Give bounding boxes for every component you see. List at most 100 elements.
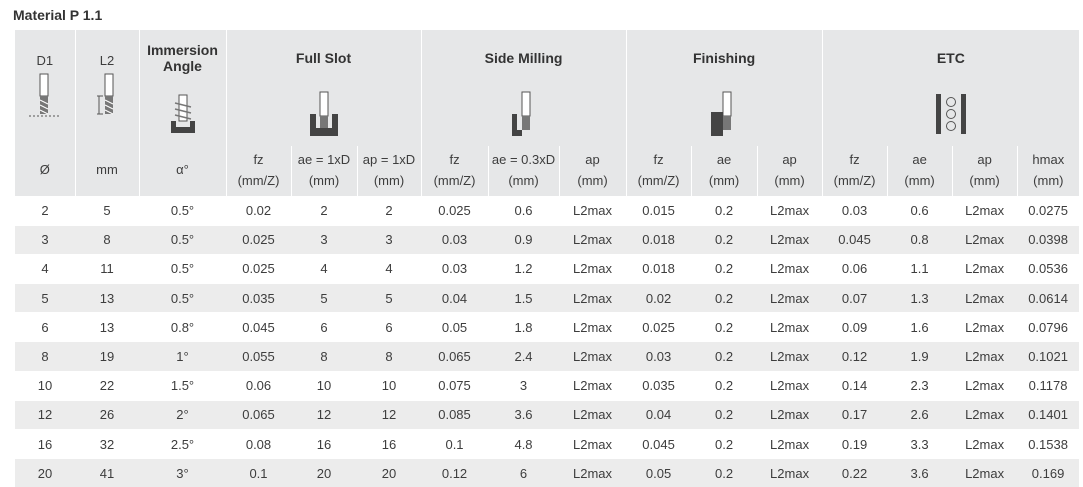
table-cell: 0.0796 <box>1017 312 1080 342</box>
table-row: 12 26 2° 0.065 12 12 0.085 3.6 L2max 0.04 0.2 L2max… <box>15 399 1080 430</box>
table-cell: 20 <box>291 458 357 487</box>
table-cell: 5 <box>75 195 139 226</box>
unit-header-cell: fz (mm/Z) <box>420 146 489 196</box>
table-cell: 0.055 <box>226 341 291 372</box>
finishing-header: Finishing <box>625 30 823 86</box>
unit-header-cell: ap (mm) <box>558 146 627 196</box>
table-cell: 0.2 <box>691 370 758 401</box>
d1-label: D1 <box>36 53 54 68</box>
unit-header-cell: fz (mm/Z) <box>821 146 888 196</box>
unit-header-cell: α° <box>138 146 226 196</box>
table-cell: 0.12 <box>822 341 888 372</box>
table-cell: 0.2 <box>691 253 758 284</box>
immersion-line-1: Immersion <box>147 42 218 58</box>
table-cell: 0.085 <box>421 399 489 430</box>
table-cell: 6 <box>488 458 560 487</box>
table-cell: L2max <box>559 370 627 401</box>
unit-header-text: fz <box>449 151 460 167</box>
table-cell: 0.12 <box>421 458 489 487</box>
table-cell: 0.05 <box>626 458 692 487</box>
table-cell: 26 <box>75 399 139 430</box>
unit-header-text: (mm) <box>969 172 1000 188</box>
table-cell: 0.06 <box>822 253 888 284</box>
l2-label: L2 <box>99 53 115 68</box>
unit-header-cell: mm <box>74 146 139 196</box>
table-cell: 1.2 <box>488 253 560 284</box>
table-cell: 0.2 <box>691 195 758 226</box>
table-cell: 0.5° <box>139 224 226 255</box>
unit-header-text: (mm) <box>708 172 740 188</box>
unit-header-cell: ap (mm) <box>951 146 1018 196</box>
table-cell: 2 <box>291 195 357 226</box>
unit-header-text: Ø <box>39 162 50 178</box>
table-cell: 0.1178 <box>1017 370 1080 401</box>
end-mill-l2-icon <box>97 73 114 115</box>
table-cell: 0.8 <box>887 224 953 255</box>
table-cell: 0.018 <box>626 253 692 284</box>
table-cell: L2max <box>952 253 1018 284</box>
table-cell: L2max <box>559 195 627 226</box>
table-cell: 5 <box>291 283 357 313</box>
table-cell: L2max <box>952 428 1018 459</box>
table-cell: L2max <box>559 224 627 255</box>
table-cell: L2max <box>757 399 823 430</box>
table-cell: 0.04 <box>626 399 692 430</box>
table-cell: 0.1 <box>421 428 489 459</box>
table-cell: 3° <box>139 458 226 487</box>
unit-header-text: ap <box>585 151 600 167</box>
table-cell: 0.5° <box>139 253 226 284</box>
side-milling-icon-cell <box>420 86 627 146</box>
table-cell: 12 <box>291 399 357 430</box>
table-row: 2 5 0.5° 0.02 2 2 0.025 0.6 L2max 0.015 0.2 L2max 0.… <box>15 195 1080 226</box>
unit-header-text: (mm/Z) <box>237 172 280 188</box>
table-cell: L2max <box>952 283 1018 313</box>
unit-header-text: ae = 1xD <box>297 151 351 167</box>
table-cell: 0.0536 <box>1017 253 1080 284</box>
table-row: 5 13 0.5° 0.035 5 5 0.04 1.5 L2max 0.02 0.2 L2max 0.… <box>15 283 1080 313</box>
table-cell: L2max <box>757 224 823 255</box>
table-cell: 13 <box>75 312 139 342</box>
table-row: 6 13 0.8° 0.045 6 6 0.05 1.8 L2max 0.025 0.2 L2max 0… <box>15 312 1080 342</box>
unit-header-text: (mm) <box>308 172 340 188</box>
table-cell: L2max <box>757 283 823 313</box>
table-cell: 0.02 <box>226 195 291 226</box>
table-cell: 8 <box>15 341 75 372</box>
table-cell: 0.14 <box>822 370 888 401</box>
cutting-data-table: D1 L2 Imme <box>15 30 1080 487</box>
table-cell: 4 <box>357 253 422 284</box>
table-cell: 2 <box>357 195 422 226</box>
table-cell: L2max <box>559 253 627 284</box>
table-cell: 2.5° <box>139 428 226 459</box>
table-cell: 16 <box>291 428 357 459</box>
l2-header: L2 <box>74 30 139 146</box>
table-cell: 0.5° <box>139 195 226 226</box>
finishing-icon-cell <box>625 86 823 146</box>
table-cell: 16 <box>15 428 75 459</box>
table-cell: L2max <box>952 370 1018 401</box>
side-milling-header: Side Milling <box>420 30 627 86</box>
table-row: 16 32 2.5° 0.08 16 16 0.1 4.8 L2max 0.045 0.2 L2max… <box>15 428 1080 459</box>
table-cell: L2max <box>559 341 627 372</box>
table-cell: L2max <box>757 458 823 487</box>
etc-header: ETC <box>821 30 1080 86</box>
unit-header-text: mm <box>96 162 118 178</box>
table-cell: 0.065 <box>421 341 489 372</box>
table-cell: 1.9 <box>887 341 953 372</box>
table-cell: 0.03 <box>626 341 692 372</box>
unit-header-text: hmax <box>1032 151 1065 167</box>
table-cell: L2max <box>952 399 1018 430</box>
table-cell: 6 <box>291 312 357 342</box>
unit-header-text: (mm/Z) <box>637 172 680 188</box>
table-cell: 0.03 <box>421 253 489 284</box>
table-cell: 11 <box>75 253 139 284</box>
full-slot-icon <box>309 91 338 136</box>
immersion-icon-cell <box>138 86 226 146</box>
unit-header-cell: hmax (mm) <box>1016 146 1080 196</box>
table-cell: 32 <box>75 428 139 459</box>
table-cell: 0.025 <box>626 312 692 342</box>
table-cell: L2max <box>952 224 1018 255</box>
table-cell: 0.9 <box>488 224 560 255</box>
table-cell: 3.3 <box>887 428 953 459</box>
table-cell: 5 <box>15 283 75 313</box>
unit-header-cell: ae (mm) <box>690 146 758 196</box>
